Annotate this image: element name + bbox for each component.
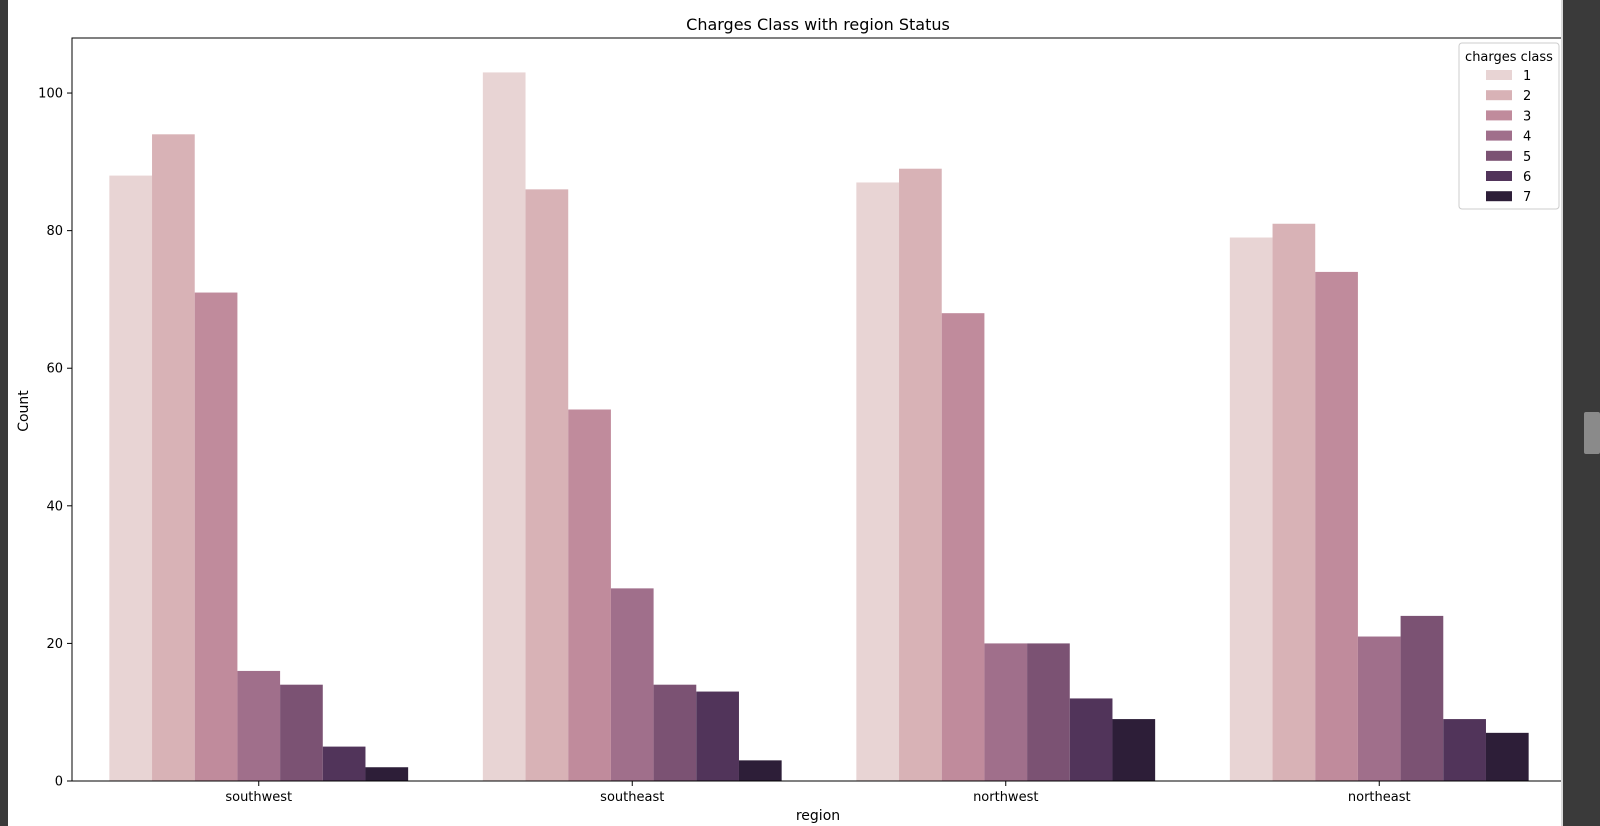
bar-southwest-class-2 [152, 134, 195, 781]
bar-northeast-class-6 [1443, 719, 1486, 781]
legend-swatch-7 [1486, 191, 1512, 202]
legend-label-1: 1 [1523, 69, 1531, 84]
bar-southeast-class-4 [610, 588, 654, 781]
scrollbar-thumb[interactable] [1584, 412, 1600, 454]
y-tick-label: 100 [38, 87, 63, 102]
bar-northeast-class-1 [1229, 237, 1273, 781]
legend-label-7: 7 [1523, 190, 1531, 205]
bar-southwest-class-3 [194, 292, 238, 781]
legend-swatch-2 [1486, 90, 1512, 101]
legend-swatch-5 [1486, 150, 1512, 161]
bar-southwest-class-5 [280, 684, 323, 781]
x-tick-label: northwest [973, 790, 1038, 805]
x-tick-label: southeast [600, 790, 664, 805]
x-axis-label: region [796, 808, 840, 824]
bar-southeast-class-1 [482, 72, 526, 781]
bar-southwest-class-4 [237, 670, 281, 781]
bar-northwest-class-3 [941, 313, 985, 781]
bar-southeast-class-2 [525, 189, 569, 782]
bar-chart: Charges Class with region Status region … [16, 15, 1561, 824]
y-tick-label: 40 [46, 499, 63, 514]
legend: charges class 1 2 3 4 5 6 7 [1458, 42, 1560, 210]
x-tick-label: southwest [225, 790, 292, 805]
legend-title: charges class [1465, 50, 1553, 65]
bar-northwest-class-2 [899, 168, 942, 781]
legend-swatch-3 [1486, 110, 1512, 121]
bar-southeast-class-3 [568, 409, 611, 781]
y-tick-label: 80 [46, 224, 63, 239]
bar-northeast-class-5 [1400, 615, 1444, 781]
legend-label-5: 5 [1523, 150, 1531, 165]
legend-swatch-6 [1486, 171, 1512, 181]
plot-area-frame [71, 37, 1561, 782]
bar-northwest-class-5 [1027, 643, 1070, 781]
bar-northeast-class-3 [1315, 271, 1358, 781]
bars-layer [109, 72, 1529, 782]
legend-swatch-4 [1486, 130, 1512, 141]
window-left-edge [0, 0, 8, 826]
y-tick-label: 20 [46, 637, 63, 652]
bar-northwest-class-4 [984, 643, 1028, 781]
bar-southwest-class-6 [322, 746, 366, 781]
legend-label-4: 4 [1523, 130, 1531, 145]
bar-northeast-class-4 [1357, 636, 1401, 781]
bar-southwest-class-1 [109, 175, 153, 782]
bar-northeast-class-2 [1272, 223, 1316, 781]
bar-southwest-class-7 [365, 767, 409, 781]
legend-box [1458, 42, 1560, 210]
bar-southeast-class-5 [653, 684, 697, 781]
y-axis-label: Count [16, 390, 32, 432]
gutter-divider [1561, 0, 1563, 826]
bar-northeast-class-7 [1485, 732, 1529, 781]
bar-northwest-class-6 [1069, 698, 1113, 781]
legend-swatch-1 [1486, 70, 1512, 80]
y-tick-label: 60 [46, 362, 63, 377]
legend-label-2: 2 [1523, 89, 1531, 104]
legend-label-3: 3 [1523, 109, 1531, 124]
bar-northwest-class-7 [1112, 719, 1156, 781]
legend-label-6: 6 [1523, 170, 1531, 185]
bar-southeast-class-7 [738, 760, 782, 781]
bar-northwest-class-1 [856, 182, 900, 782]
y-tick-label: 0 [55, 775, 63, 790]
chart-title: Charges Class with region Status [686, 15, 950, 34]
bar-southeast-class-6 [696, 691, 739, 781]
axis-layer: southwest southeast northwest northeast 0 20 4… [38, 37, 1561, 805]
x-tick-label: northeast [1348, 790, 1411, 805]
